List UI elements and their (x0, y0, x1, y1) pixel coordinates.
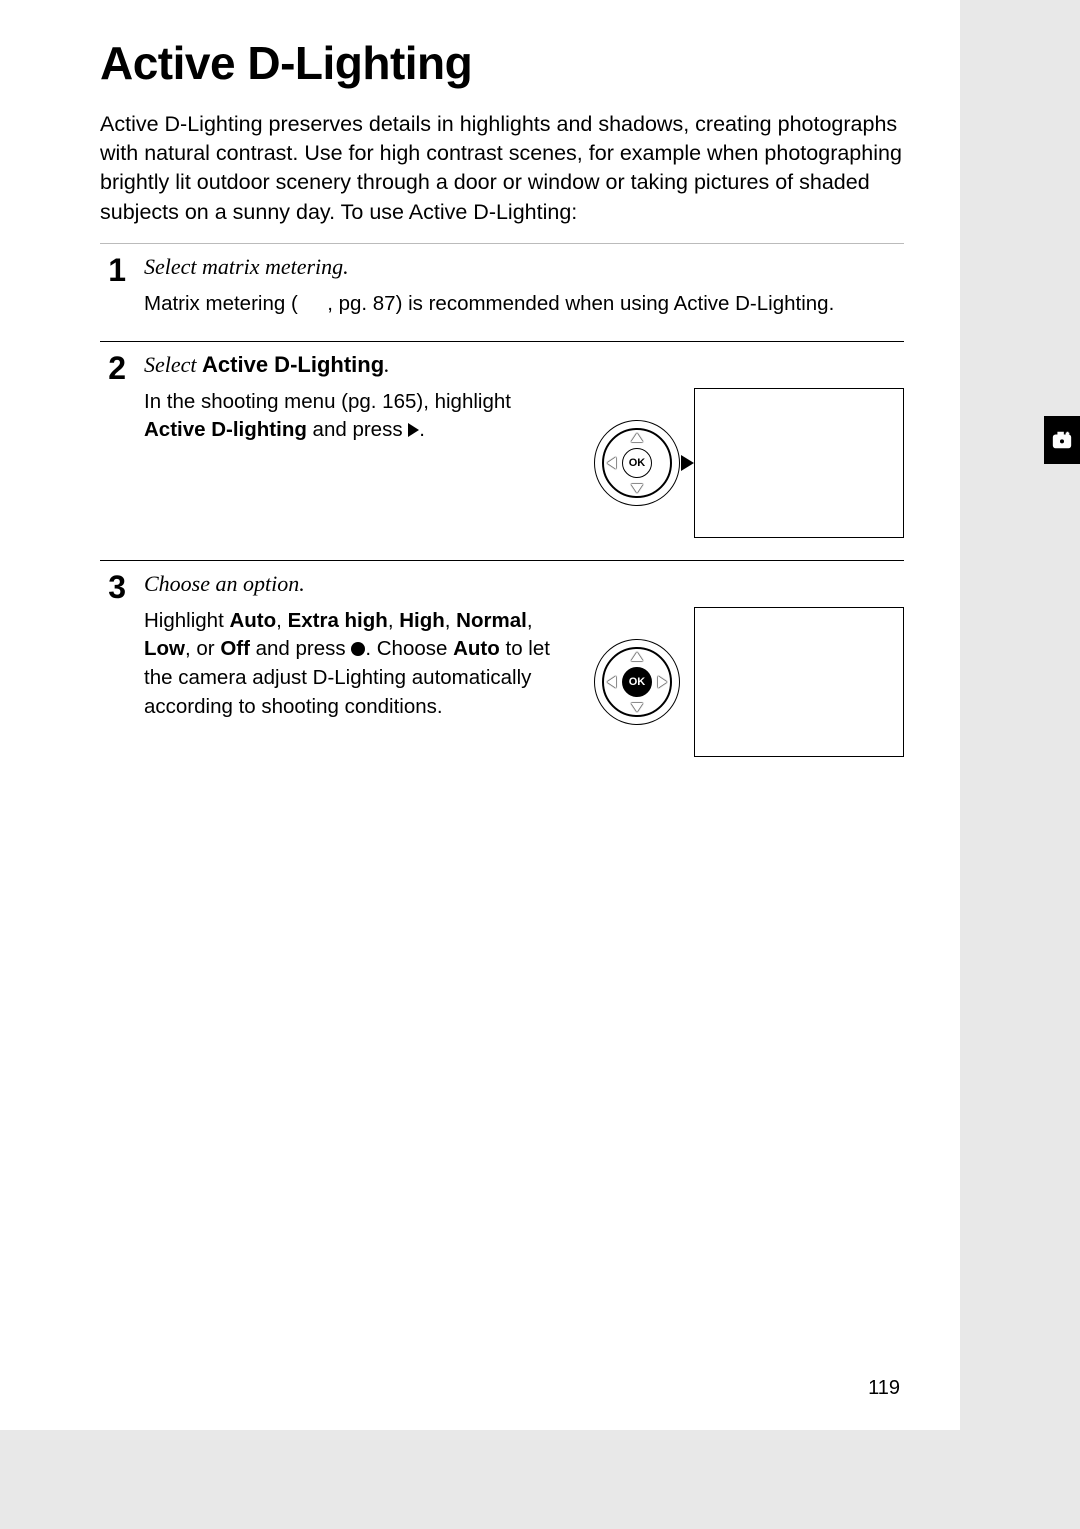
dial-left-icon (607, 457, 616, 469)
ok-label: OK (622, 448, 652, 478)
text-fragment: , (276, 609, 287, 632)
ok-button-icon (351, 642, 365, 656)
text-fragment: . (384, 352, 390, 377)
text-fragment: Highlight (144, 609, 229, 632)
step-title: Choose an option. (144, 571, 904, 597)
step-body: Choose an option. Highlight Auto, Extra … (144, 571, 904, 757)
text-fragment: Matrix metering ( (144, 292, 298, 315)
step-body: Select matrix metering. Matrix metering … (144, 254, 904, 319)
text-fragment: , (527, 609, 533, 632)
illustration-group: OK (594, 607, 904, 757)
step-3: 3 Choose an option. Highlight Auto, Extr… (100, 560, 904, 779)
text-fragment: , pg. 87) is recommended when using Acti… (327, 292, 834, 315)
text-fragment: and press (307, 418, 408, 441)
section-tab-camera-icon (1044, 416, 1080, 464)
option-auto: Auto (453, 637, 500, 660)
illustration-group: OK (594, 388, 904, 538)
text-fragment: . (419, 418, 425, 441)
option-high: High (399, 609, 445, 632)
dial-up-icon (631, 652, 643, 661)
text-fragment-bold: Active D-Lighting (202, 352, 384, 377)
step-text: Matrix metering ( , pg. 87) is recommend… (144, 290, 904, 319)
text-fragment: , (445, 609, 456, 632)
dial-right-active-icon (681, 455, 694, 471)
steps-list: 1 Select matrix metering. Matrix meterin… (0, 227, 960, 779)
step-title: Select Active D-Lighting. (144, 352, 904, 378)
step-number: 2 (100, 352, 126, 538)
screen-illustration-placeholder (694, 607, 904, 757)
option-off: Off (220, 637, 250, 660)
option-normal: Normal (456, 609, 527, 632)
intro-paragraph: Active D-Lighting preserves details in h… (0, 92, 960, 227)
text-fragment: In the shooting menu (pg. 165), highligh… (144, 390, 511, 413)
document-page: Active D-Lighting Active D-Lighting pres… (0, 0, 960, 1430)
step-text: Highlight Auto, Extra high, High, Normal… (144, 607, 574, 722)
header: Active D-Lighting (0, 36, 960, 92)
step-title: Select matrix metering. (144, 254, 904, 280)
text-fragment: Select (144, 352, 202, 377)
option-auto: Auto (229, 609, 276, 632)
option-low: Low (144, 637, 185, 660)
dial-right-icon (658, 676, 667, 688)
dial-up-icon (631, 433, 643, 442)
step-number: 3 (100, 571, 126, 757)
multi-selector-dial-icon: OK (594, 639, 680, 725)
right-arrow-icon (408, 423, 419, 437)
text-fragment: . Choose (365, 637, 453, 660)
multi-selector-dial-icon: OK (594, 420, 680, 506)
screen-illustration-placeholder (694, 388, 904, 538)
dial-left-icon (607, 676, 616, 688)
page-title: Active D-Lighting (100, 36, 960, 90)
text-fragment: and press (250, 637, 351, 660)
text-fragment: , (388, 609, 399, 632)
text-fragment: , or (185, 637, 220, 660)
ok-label: OK (622, 667, 652, 697)
dial-down-icon (631, 703, 643, 712)
text-fragment-bold: Active D-lighting (144, 418, 307, 441)
dial-down-icon (631, 484, 643, 493)
step-body: Select Active D-Lighting. In the shootin… (144, 352, 904, 538)
step-number: 1 (100, 254, 126, 319)
canvas: Active D-Lighting Active D-Lighting pres… (0, 0, 1080, 1529)
step-1: 1 Select matrix metering. Matrix meterin… (100, 243, 904, 341)
page-number: 119 (868, 1377, 900, 1400)
option-extra-high: Extra high (288, 609, 388, 632)
step-2: 2 Select Active D-Lighting. In the shoot… (100, 341, 904, 560)
step-text: In the shooting menu (pg. 165), highligh… (144, 388, 574, 445)
